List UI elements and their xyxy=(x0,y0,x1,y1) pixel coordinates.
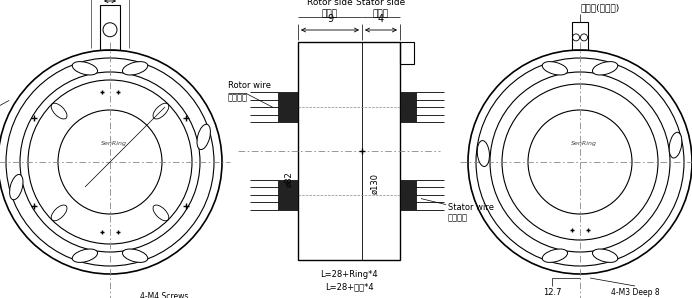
Bar xyxy=(278,180,298,209)
Bar xyxy=(298,42,400,260)
Ellipse shape xyxy=(592,249,618,263)
Ellipse shape xyxy=(592,62,618,75)
Ellipse shape xyxy=(10,174,23,200)
Text: ø130: ø130 xyxy=(370,173,379,193)
Bar xyxy=(100,5,120,50)
Text: Stator side: Stator side xyxy=(356,0,406,7)
Ellipse shape xyxy=(122,249,148,263)
Text: L=28+Ring*4: L=28+Ring*4 xyxy=(320,270,378,279)
Ellipse shape xyxy=(669,132,682,158)
Text: ø82: ø82 xyxy=(284,171,293,187)
Circle shape xyxy=(103,23,117,37)
Text: SenRing: SenRing xyxy=(571,142,597,147)
Text: 转子出线: 转子出线 xyxy=(228,93,248,102)
Text: 4-M3 Deep 8: 4-M3 Deep 8 xyxy=(610,288,659,297)
Bar xyxy=(572,22,588,50)
Ellipse shape xyxy=(543,249,567,263)
Text: 4: 4 xyxy=(378,14,384,24)
Bar xyxy=(400,180,416,209)
Text: 转子边: 转子边 xyxy=(322,9,338,18)
Ellipse shape xyxy=(72,249,98,263)
Text: Stator wire: Stator wire xyxy=(448,203,494,212)
Text: 12.7: 12.7 xyxy=(543,288,561,297)
Text: SenRing: SenRing xyxy=(101,142,127,147)
Ellipse shape xyxy=(197,124,210,150)
Text: 定子出线: 定子出线 xyxy=(448,214,468,223)
Ellipse shape xyxy=(477,141,489,167)
Text: Rotor wire: Rotor wire xyxy=(228,81,271,90)
Bar xyxy=(400,92,416,122)
Ellipse shape xyxy=(122,62,148,75)
Text: 4-M4 Screws: 4-M4 Screws xyxy=(140,292,188,298)
Bar xyxy=(400,42,414,64)
Text: 定子边: 定子边 xyxy=(373,9,389,18)
Ellipse shape xyxy=(72,62,98,75)
Bar xyxy=(278,92,298,122)
Text: 9: 9 xyxy=(327,14,333,24)
Text: L=28+路数*4: L=28+路数*4 xyxy=(325,282,373,291)
Text: Rotor side: Rotor side xyxy=(307,0,353,7)
Ellipse shape xyxy=(543,62,567,75)
Text: 止转片(可调节): 止转片(可调节) xyxy=(581,3,619,12)
